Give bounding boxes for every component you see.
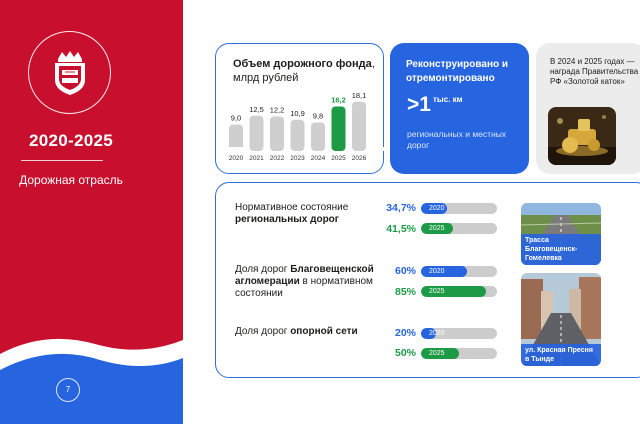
- progress-fill: [421, 348, 459, 359]
- bar-value-label-2025: 16,2: [331, 96, 346, 105]
- reconstruction-unit: тыс. км: [433, 95, 463, 104]
- metric-regional-roads-2025-bar: 2025: [421, 223, 497, 234]
- bar-2023: [290, 119, 305, 151]
- metric-regional-roads-label-plain: Нормативное состояние: [235, 202, 349, 213]
- metric-backbone-network-2025-value: 50%: [394, 347, 416, 359]
- road-fund-title-bold: Объем дорожного фонда: [233, 58, 372, 70]
- metric-regional-roads-label: Нормативное состояние региональных дорог: [235, 202, 348, 226]
- bar-2021: [249, 115, 264, 151]
- bar-value-label-2023: 10,9: [290, 109, 305, 118]
- metric-backbone-network-label: Доля дорог опорной сети: [235, 326, 358, 338]
- golden-roller-trophy-photo: [548, 107, 616, 165]
- reconstruction-title: Реконструировано и отремонтировано: [406, 59, 509, 84]
- metric-agglomeration-2020-value: 60%: [394, 265, 416, 277]
- period-title: 2020-2025: [29, 131, 113, 150]
- sector-subtitle: Дорожная отрасль: [19, 173, 123, 187]
- bar-2026: [352, 101, 366, 151]
- progress-fill: [421, 328, 437, 339]
- metric-backbone-network-label-plain: Доля дорог: [235, 326, 291, 337]
- metric-regional-roads-2025-value: 41,5%: [386, 223, 416, 235]
- metric-backbone-network-2025-bar: 2025: [421, 348, 497, 359]
- bar-2025: [331, 106, 346, 151]
- reconstruction-card: Реконструировано и отремонтировано >1 ты…: [390, 43, 529, 174]
- metric-agglomeration-label: Доля дорог Благовещенской агломерации в …: [235, 264, 374, 300]
- metric-backbone-network-label-bold: опорной сети: [290, 326, 358, 337]
- bar-value-label-2020: 9,0: [231, 114, 241, 123]
- bar-value-label-2022: 12,2: [270, 106, 285, 115]
- metric-agglomeration-line1-bold: Благовещенской: [290, 264, 374, 275]
- highway-photo: Трасса Благовещенск-Гомелевка: [521, 203, 601, 265]
- bar-value-label-2024: 9,8: [313, 112, 323, 121]
- year-label: 2025: [429, 350, 445, 357]
- metric-agglomeration-line1-plain: Доля дорог: [235, 264, 291, 275]
- metric-agglomeration-2025-bar: 2025: [421, 286, 497, 297]
- metric-regional-roads-2020-value: 34,7%: [386, 202, 416, 214]
- progress-fill: [421, 266, 467, 277]
- year-label: 2025: [429, 288, 445, 295]
- flag-waves: [0, 338, 183, 424]
- x-tick-label-2024: 2024: [311, 155, 326, 162]
- metric-agglomeration-2020-bar: 2020: [421, 266, 497, 277]
- road-fund-card: Объем дорожного фонда, млрд рублей 9,0 20…: [215, 43, 385, 174]
- year-label: 2025: [429, 225, 445, 232]
- metric-regional-roads-label-bold: региональных дорог: [235, 214, 339, 225]
- x-tick-label-2026: 2026: [352, 155, 367, 162]
- x-tick-label-2022: 2022: [270, 155, 285, 162]
- award-text: В 2024 и 2025 годах — награда Правительс…: [550, 57, 639, 86]
- road-fund-title-rest: , млрд рублей: [233, 58, 375, 84]
- sidebar-panel: 2020-2025 Дорожная отрасль 7: [0, 0, 183, 424]
- progress-fill: [421, 203, 448, 214]
- metric-agglomeration-line2-plain: в нормативном: [299, 276, 373, 287]
- city-street-photo: ул. Красная Пресня в Тынде: [521, 273, 601, 366]
- metric-backbone-network-2020-value: 20%: [394, 327, 416, 339]
- metric-agglomeration-line3-plain: состоянии: [235, 288, 283, 299]
- x-tick-label-2021: 2021: [249, 155, 264, 162]
- bar-value-label-2026: 18,1: [352, 91, 367, 100]
- coat-of-arms-icon: [55, 51, 85, 95]
- road-fund-bar-chart: 9,0 2020 12,5 2021 12,2 2022 10,9 2023 9,8 2024 16…: [216, 91, 385, 162]
- year-label: 2020: [429, 268, 445, 275]
- progress-fill: [421, 223, 453, 234]
- metric-agglomeration-line2-bold: агломерации: [235, 276, 300, 287]
- metric-regional-roads-2020-bar: 2020: [421, 203, 497, 214]
- highway-photo-caption: Трасса Благовещенск-Гомелевка: [521, 234, 601, 265]
- page-number: 7: [56, 378, 80, 402]
- bar-value-label-2021: 12,5: [249, 105, 264, 114]
- bar-2024: [311, 122, 325, 151]
- year-label: 2020: [429, 205, 445, 212]
- emblem-circle: [28, 31, 111, 114]
- metric-agglomeration-2025-value: 85%: [394, 286, 416, 298]
- progress-fill: [421, 286, 486, 297]
- year-label: 2020: [429, 330, 445, 337]
- x-tick-label-2023: 2023: [290, 155, 305, 162]
- normative-state-card: Нормативное состояние региональных дорог…: [215, 182, 640, 378]
- reconstruction-description: региональных и местных дорог: [407, 129, 507, 150]
- award-card: В 2024 и 2025 годах — награда Правительс…: [536, 43, 640, 174]
- bar-2020: [229, 124, 243, 151]
- road-fund-title: Объем дорожного фонда, млрд рублей: [233, 57, 381, 85]
- city-street-photo-caption: ул. Красная Пресня в Тынде: [521, 344, 601, 366]
- x-tick-label-2020: 2020: [229, 155, 244, 162]
- bar-2022: [270, 116, 284, 151]
- x-tick-label-2025: 2025: [331, 155, 346, 162]
- metric-backbone-network-2020-bar: 2020: [421, 328, 497, 339]
- reconstruction-value: >1: [407, 93, 431, 116]
- divider: [21, 160, 103, 161]
